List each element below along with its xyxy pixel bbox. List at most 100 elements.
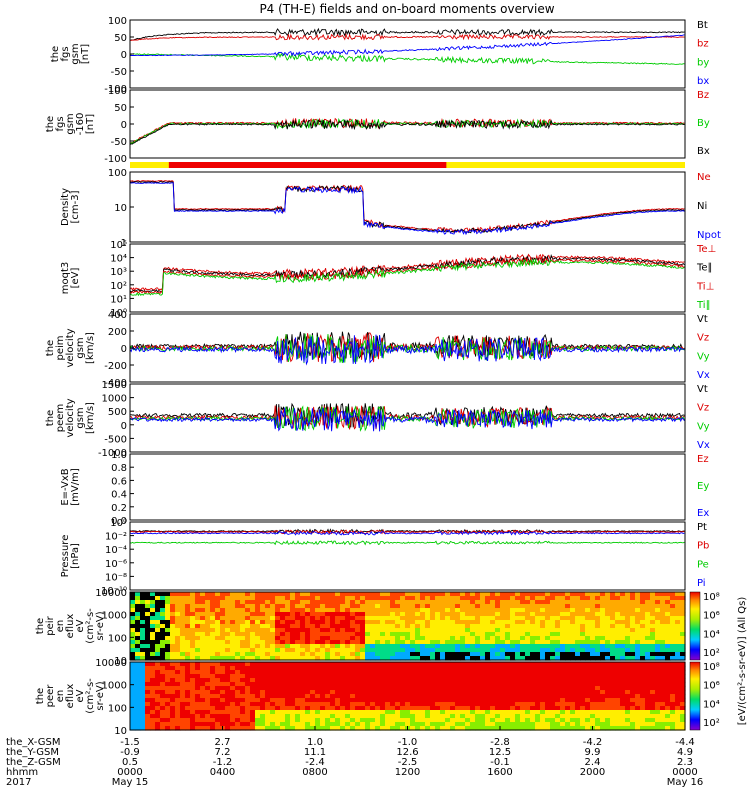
spectrogram-cell: [215, 694, 221, 699]
spectrogram-cell: [230, 710, 236, 715]
spectrogram-cell: [440, 666, 446, 671]
spectrogram-cell: [380, 596, 386, 601]
spectrogram-cell: [375, 640, 381, 645]
spectrogram-cell: [625, 702, 631, 707]
spectrogram-cell: [680, 608, 686, 613]
spectrogram-cell: [600, 616, 606, 621]
spectrogram-cell: [525, 706, 531, 711]
spectrogram-cell: [590, 678, 596, 683]
spectrogram-cell: [210, 648, 216, 653]
spectrogram-cell: [555, 710, 561, 715]
trace-temp-Ti∥: [129, 257, 685, 297]
spectrogram-cell: [645, 596, 651, 601]
spectrogram-cell: [380, 686, 386, 691]
spectrogram-cell: [275, 608, 281, 613]
y-tick-label: 100: [108, 16, 127, 27]
y-label-line: sr-eV): [95, 611, 106, 640]
spectrogram-cell: [325, 718, 331, 723]
spectrogram-cell: [460, 628, 466, 633]
spectrogram-cell: [475, 620, 481, 625]
spectrogram-cell: [480, 710, 486, 715]
spectrogram-cell: [415, 678, 421, 683]
spectrogram-cell: [460, 702, 466, 707]
spectrogram-cell: [465, 678, 471, 683]
spectrogram-cell: [365, 604, 371, 609]
spectrogram-cell: [580, 694, 586, 699]
spectrogram-cell: [290, 644, 296, 649]
spectrogram-cell: [310, 690, 316, 695]
spectrogram-cell: [370, 722, 376, 727]
spectrogram-cell: [140, 620, 146, 625]
spectrogram-cell: [550, 624, 556, 629]
spectrogram-cell: [130, 648, 136, 653]
spectrogram-cell: [595, 652, 601, 657]
spectrogram-cell: [290, 656, 296, 661]
spectrogram-cell: [300, 674, 306, 679]
spectrogram-cell: [670, 666, 676, 671]
spectrogram-cell: [665, 592, 671, 597]
spectrogram-cell: [555, 644, 561, 649]
spectrogram-cell: [625, 722, 631, 727]
spectrogram-cell: [425, 698, 431, 703]
spectrogram-cell: [235, 636, 241, 641]
spectrogram-cell: [180, 616, 186, 621]
spectrogram-cell: [220, 682, 226, 687]
spectrogram-cell: [665, 718, 671, 723]
spectrogram-cell: [280, 612, 286, 617]
spectrogram-cell: [605, 718, 611, 723]
spectrogram-cell: [205, 652, 211, 657]
spectrogram-cell: [200, 722, 206, 727]
spectrogram-cell: [650, 698, 656, 703]
spectrogram-cell: [660, 616, 666, 621]
spectrogram-cell: [275, 686, 281, 691]
spectrogram-cell: [410, 616, 416, 621]
spectrogram-cell: [470, 670, 476, 675]
spectrogram-cell: [175, 670, 181, 675]
spectrogram-cell: [595, 644, 601, 649]
spectrogram-cell: [315, 714, 321, 719]
spectrogram-cell: [625, 726, 631, 731]
spectrogram-cell: [400, 722, 406, 727]
spectrogram-cell: [360, 722, 366, 727]
spectrogram-cell: [515, 616, 521, 621]
spectrogram-cell: [165, 690, 171, 695]
spectrogram-cell: [160, 632, 166, 637]
spectrogram-cell: [295, 722, 301, 727]
spectrogram-cell: [520, 608, 526, 613]
y-tick-label: 0.4: [111, 490, 127, 501]
spectrogram-cell: [170, 616, 176, 621]
spectrogram-cell: [145, 612, 151, 617]
spectrogram-cell: [675, 686, 681, 691]
spectrogram-cell: [295, 686, 301, 691]
spectrogram-cell: [455, 690, 461, 695]
spectrogram-cell: [440, 592, 446, 597]
spectrogram-cell: [310, 678, 316, 683]
spectrogram-cell: [580, 726, 586, 731]
spectrogram-cell: [245, 636, 251, 641]
spectrogram-cell: [635, 596, 641, 601]
spectrogram-cell: [190, 674, 196, 679]
spectrogram-cell: [375, 648, 381, 653]
spectrogram-cell: [620, 604, 626, 609]
spectrogram-cell: [460, 706, 466, 711]
spectrogram-cell: [630, 702, 636, 707]
spectrogram-cell: [295, 648, 301, 653]
spectrogram-cell: [270, 662, 276, 667]
spectrogram-cell: [275, 644, 281, 649]
spectrogram-cell: [435, 670, 441, 675]
spectrogram-cell: [200, 656, 206, 661]
spectrogram-cell: [310, 710, 316, 715]
spectrogram-cell: [360, 682, 366, 687]
spectrogram-cell: [665, 656, 671, 661]
spectrogram-cell: [525, 690, 531, 695]
spectrogram-cell: [195, 666, 201, 671]
spectrogram-cell: [620, 682, 626, 687]
spectrogram-cell: [515, 702, 521, 707]
spectrogram-cell: [170, 694, 176, 699]
spectrogram-cell: [500, 656, 506, 661]
legend-fgs_bd-Bz: Bz: [697, 90, 709, 101]
spectrogram-cell: [210, 656, 216, 661]
spectrogram-cell: [660, 678, 666, 683]
spectrogram-cell: [420, 706, 426, 711]
spectrogram-cell: [140, 706, 146, 711]
